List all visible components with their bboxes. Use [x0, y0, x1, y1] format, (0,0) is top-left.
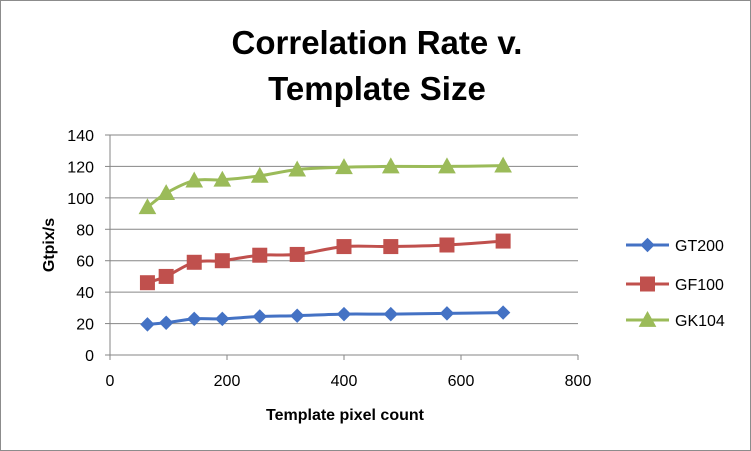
y-tick-label: 40 — [76, 285, 94, 302]
data-point-gt200 — [336, 306, 352, 322]
data-point-gf100 — [186, 254, 202, 270]
data-point-gf100 — [214, 253, 230, 269]
x-tick-label: 200 — [214, 373, 241, 390]
series-gk104 — [138, 156, 512, 215]
data-point-gf100 — [383, 239, 399, 255]
legend-label-gt200: GT200 — [675, 238, 724, 255]
series-gt200 — [140, 305, 511, 332]
data-point-gt200 — [187, 311, 202, 327]
data-point-gf100 — [439, 237, 455, 253]
y-axis-title: Gtpix/s — [41, 218, 58, 272]
data-point-gt200 — [383, 306, 399, 322]
data-point-gk104 — [438, 157, 456, 174]
data-point-gk104 — [138, 198, 157, 215]
series-gf100 — [139, 233, 511, 291]
y-tick-label: 80 — [76, 222, 94, 239]
legend-label-gf100: GF100 — [675, 277, 724, 294]
y-tick-label: 20 — [76, 317, 94, 334]
data-point-gk104 — [288, 160, 307, 177]
data-point-gk104 — [157, 184, 176, 201]
series-line-gt200 — [147, 311, 504, 326]
data-point-gk104 — [494, 156, 512, 173]
data-point-gk104 — [335, 158, 353, 175]
y-tick-label: 60 — [76, 254, 94, 271]
series-line-gf100 — [146, 239, 504, 285]
data-point-gt200 — [289, 308, 305, 323]
legend-marker-gt200 — [640, 237, 655, 253]
chart-title: Correlation Rate v. Template Size — [232, 24, 523, 107]
data-point-gf100 — [139, 275, 155, 291]
y-tick-label: 120 — [67, 159, 94, 176]
data-point-gk104 — [213, 170, 232, 187]
legend-label-gk104: GK104 — [675, 313, 725, 330]
legend-marker-gf100 — [640, 276, 655, 292]
x-axis-title: Template pixel count — [266, 407, 425, 424]
data-point-gf100 — [336, 239, 352, 255]
legend-item-gf100: GF100 — [626, 276, 724, 294]
legend-item-gk104: GK104 — [626, 310, 725, 330]
x-tick-label: 400 — [331, 373, 358, 390]
data-point-gf100 — [158, 268, 174, 284]
data-point-gt200 — [495, 305, 511, 320]
data-point-gk104 — [250, 166, 269, 183]
series-line-gk104 — [146, 164, 504, 209]
data-point-gf100 — [289, 246, 305, 262]
legend-item-gt200: GT200 — [626, 237, 724, 255]
y-tick-label: 140 — [67, 128, 94, 145]
legend-marker-gk104 — [638, 310, 657, 327]
x-tick-label: 600 — [448, 373, 475, 390]
axes — [105, 134, 579, 360]
data-point-gt200 — [252, 309, 267, 324]
y-tick-label: 0 — [85, 348, 94, 365]
x-tick-label: 800 — [565, 373, 592, 390]
data-point-gk104 — [185, 171, 204, 188]
y-tick-label: 100 — [67, 191, 94, 208]
series — [138, 156, 512, 332]
data-point-gt200 — [158, 315, 174, 330]
y-tick-labels: 0 20 40 60 80 100 120 140 — [67, 128, 94, 365]
data-point-gk104 — [381, 157, 400, 174]
data-point-gf100 — [252, 247, 268, 263]
data-point-gt200 — [140, 317, 155, 332]
data-point-gt200 — [215, 311, 230, 327]
x-tick-label: 0 — [106, 373, 115, 390]
chart-title-line-2: Template Size — [268, 70, 486, 107]
data-point-gt200 — [439, 306, 455, 321]
legend: GT200 GF100 GK104 — [626, 237, 725, 330]
chart-title-line-1: Correlation Rate v. — [232, 24, 523, 61]
data-point-gf100 — [495, 233, 511, 249]
x-tick-labels: 0 200 400 600 800 — [106, 373, 592, 390]
